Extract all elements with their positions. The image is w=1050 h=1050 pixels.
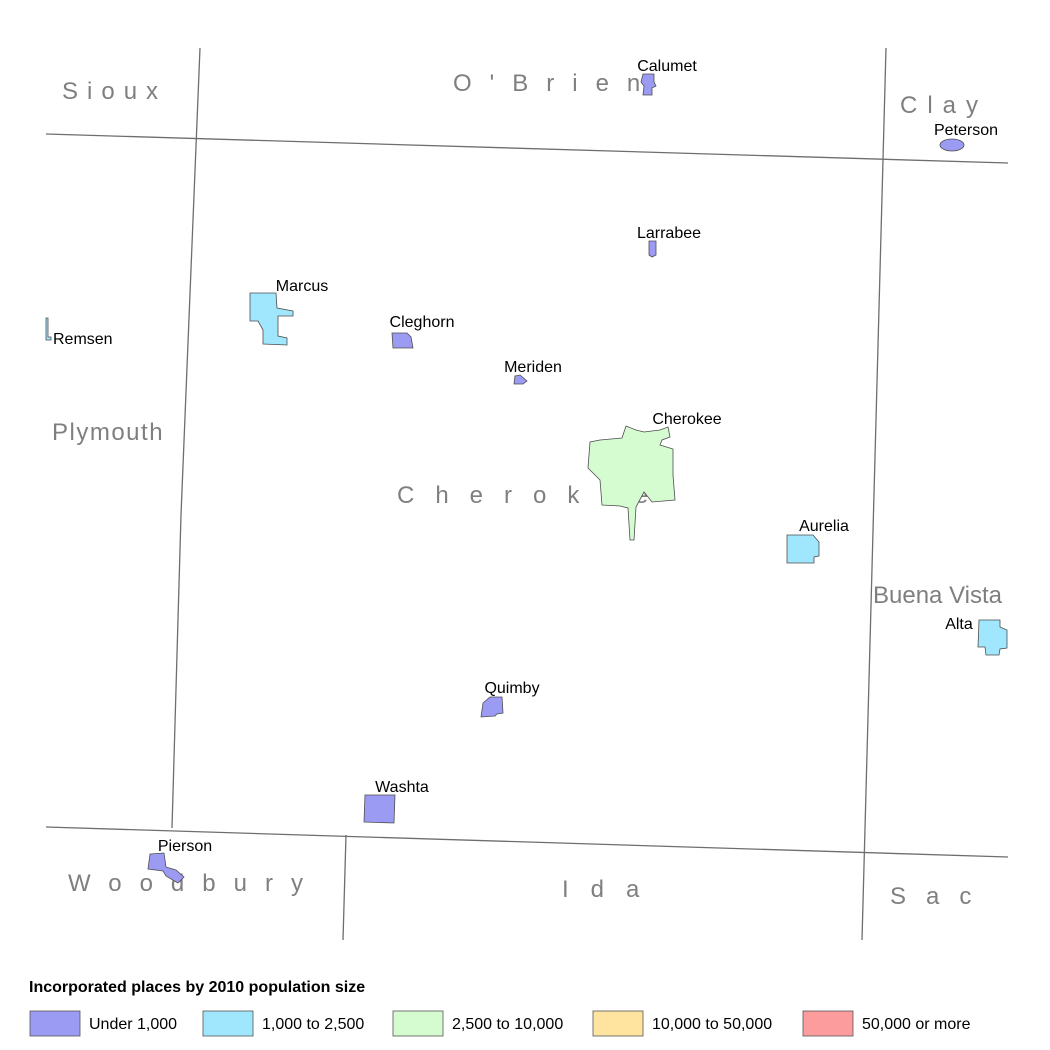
county-label: Ida — [562, 876, 661, 903]
legend-label: Under 1,000 — [89, 1016, 177, 1033]
county-label: Sac — [890, 883, 991, 910]
place-label: Alta — [945, 616, 973, 633]
place-label: Cherokee — [652, 411, 721, 428]
place-label: Pierson — [158, 838, 212, 855]
legend-label: 50,000 or more — [862, 1016, 971, 1033]
place-area — [45, 317, 52, 341]
county-label: Sioux — [62, 78, 167, 105]
legend-swatch — [202, 1010, 254, 1037]
legend-label: 1,000 to 2,500 — [262, 1016, 364, 1033]
place-label: Washta — [375, 779, 429, 796]
place-label: Aurelia — [799, 518, 849, 535]
place-area — [249, 292, 294, 346]
place-area — [363, 794, 396, 824]
boundary — [171, 47, 201, 829]
place-area — [587, 425, 676, 541]
legend-label: 2,500 to 10,000 — [452, 1016, 563, 1033]
place-area — [648, 240, 657, 258]
boundary — [342, 834, 347, 941]
place-label: Quimby — [484, 680, 539, 697]
county-label: Buena Vista — [873, 582, 1003, 609]
place-label: Marcus — [276, 278, 328, 295]
place-label: Larrabee — [637, 225, 701, 242]
place-area — [513, 374, 528, 385]
place-area — [939, 138, 965, 152]
legend-swatch — [392, 1010, 444, 1037]
legend-swatch — [29, 1010, 81, 1037]
place-area — [977, 619, 1008, 656]
county-label: O'Brien — [453, 70, 658, 97]
place-label: Cleghorn — [390, 314, 455, 331]
place-area — [147, 852, 185, 884]
legend: Incorporated places by 2010 population s… — [29, 979, 971, 1037]
places: Calumet Peterson Larrabee Marcus Remsen … — [45, 58, 1008, 884]
county-label: Plymouth — [52, 419, 164, 446]
place-area — [391, 332, 414, 349]
place-area — [640, 73, 657, 96]
legend-title: Incorporated places by 2010 population s… — [29, 979, 365, 996]
county-label: Woodbury — [68, 870, 321, 897]
county-label: Clay — [900, 92, 988, 119]
boundaries — [45, 47, 1009, 941]
county-labels: Sioux O'Brien Clay Plymouth Cherokee Bue… — [52, 70, 1003, 910]
place-area — [786, 534, 820, 564]
place-label: Meriden — [504, 359, 562, 376]
place-area — [480, 696, 504, 718]
legend-swatch — [802, 1010, 854, 1037]
boundary — [861, 47, 887, 941]
legend-swatch — [592, 1010, 644, 1037]
boundary — [45, 826, 1009, 858]
place-label: Peterson — [934, 122, 998, 139]
place-label: Calumet — [637, 58, 697, 75]
legend-label: 10,000 to 50,000 — [652, 1016, 772, 1033]
place-label: Remsen — [53, 331, 113, 348]
boundary — [45, 133, 1009, 164]
